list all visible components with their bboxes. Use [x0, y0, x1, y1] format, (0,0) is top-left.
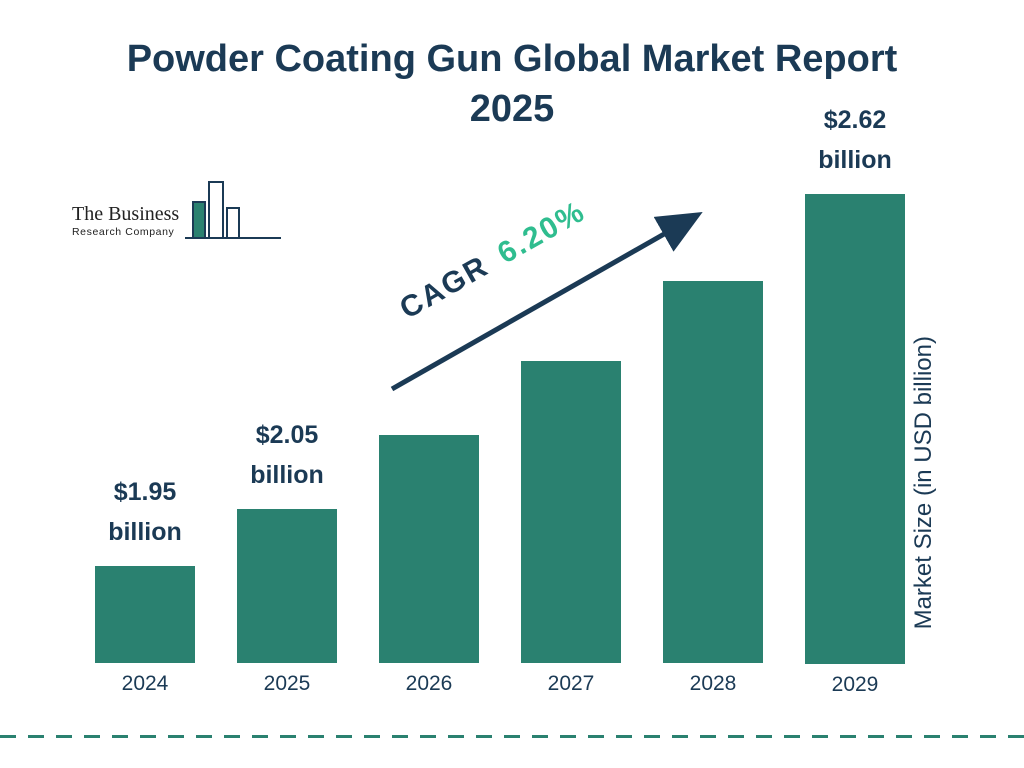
- bar-column-2027: 2027: [521, 100, 621, 700]
- x-tick-label: 2025: [263, 672, 311, 695]
- bar-value-label: $1.95 billion: [108, 478, 182, 546]
- logo-name: The Business: [72, 203, 180, 225]
- bar-column-2025: $2.05 billion 2025: [237, 100, 337, 700]
- logo-text: The Business Research Company: [72, 203, 179, 242]
- bar-column-2024: $1.95 billion 2024: [95, 100, 195, 700]
- x-tick-label: 2024: [121, 672, 169, 695]
- bar-column-2026: 2026: [379, 100, 479, 700]
- logo-bar-chart-icon: [185, 181, 282, 239]
- bar-2027: [521, 361, 621, 663]
- page-title: Powder Coating Gun Global Market Report …: [0, 34, 1024, 134]
- bar-2026: [379, 435, 479, 663]
- bar-value-label: $2.62 billion: [818, 106, 892, 174]
- bar-column-2029: $2.62 billion 2029: [805, 100, 905, 700]
- x-tick-label: 2026: [405, 672, 453, 695]
- bar-2025: [237, 509, 337, 663]
- x-tick-label: 2028: [689, 672, 737, 695]
- bar-value-label: $2.05 billion: [250, 421, 324, 489]
- bar-chart: $1.95 billion 2024 $2.05 billion 2025 2026 2027…: [95, 100, 905, 700]
- logo: The Business Research Company: [72, 178, 283, 242]
- y-axis-label: Market Size (in USD billion): [910, 336, 937, 630]
- x-tick-label: 2027: [547, 672, 595, 695]
- x-tick-label: 2029: [831, 672, 879, 696]
- bar-column-2028: 2028: [663, 100, 763, 700]
- bar-2029: [805, 194, 905, 664]
- page-title-line2: 2025: [469, 88, 555, 130]
- bar-2028: [663, 281, 763, 663]
- logo-subname: Research Company: [72, 226, 175, 238]
- bar-2024: [95, 566, 195, 663]
- bottom-divider: [0, 735, 1024, 738]
- page-title-line1: Powder Coating Gun Global Market Report: [126, 38, 898, 80]
